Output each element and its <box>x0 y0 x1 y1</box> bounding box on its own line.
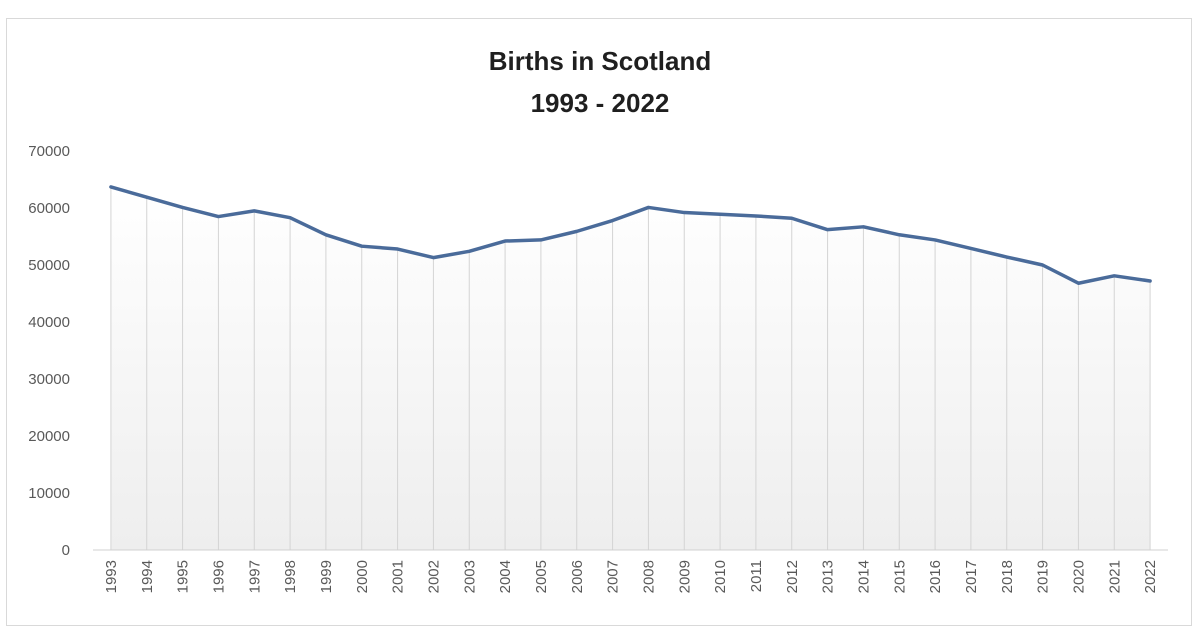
y-tick-label: 30000 <box>28 371 70 388</box>
y-tick-label: 40000 <box>28 314 70 331</box>
x-tick-label: 2011 <box>748 560 765 592</box>
y-tick-label: 70000 <box>28 143 70 160</box>
x-tick-label: 1995 <box>175 560 192 593</box>
x-tick-label: 1999 <box>318 560 335 593</box>
x-tick-label: 2015 <box>891 560 908 593</box>
y-tick-label: 20000 <box>28 428 70 445</box>
series-line <box>109 185 1152 285</box>
x-tick-label: 2003 <box>461 560 478 593</box>
y-tick-label: 10000 <box>28 485 70 502</box>
x-tick-label: 2014 <box>855 560 872 593</box>
x-tick-label: 2006 <box>569 560 586 593</box>
series-area-fill <box>110 186 1151 550</box>
x-tick-label: 2016 <box>927 560 944 593</box>
x-tick-label: 2008 <box>640 560 657 593</box>
x-tick-label: 2009 <box>676 560 693 593</box>
x-tick-label: 2001 <box>390 560 407 593</box>
x-tick-label: 2018 <box>999 560 1016 593</box>
y-tick-label: 60000 <box>28 200 70 217</box>
x-tick-label: 2022 <box>1142 560 1159 593</box>
x-tick-label: 2020 <box>1070 560 1087 593</box>
x-tick-label: 1998 <box>282 560 299 593</box>
chart-title-line-1: Births in Scotland <box>489 46 711 76</box>
y-tick-label: 0 <box>62 542 70 559</box>
x-tick-label: 2019 <box>1035 560 1052 593</box>
x-tick-label: 2000 <box>354 560 371 593</box>
x-tick-label: 2002 <box>425 560 442 593</box>
x-tick-label: 1997 <box>246 560 263 593</box>
chart-title-line-2: 1993 - 2022 <box>531 88 670 118</box>
x-tick-label: 1993 <box>103 560 120 593</box>
x-tick-label: 2013 <box>820 560 837 593</box>
x-tick-label: 2010 <box>712 560 729 593</box>
x-tick-label: 2007 <box>605 560 622 593</box>
x-tick-label: 1994 <box>139 560 156 593</box>
x-tick-label: 2004 <box>497 560 514 593</box>
x-tick-label: 1996 <box>210 560 227 593</box>
x-tick-label: 2012 <box>784 560 801 593</box>
x-tick-label: 2017 <box>963 560 980 593</box>
x-tick-label: 2021 <box>1106 560 1123 593</box>
y-tick-label: 50000 <box>28 257 70 274</box>
x-tick-label: 2005 <box>533 560 550 593</box>
